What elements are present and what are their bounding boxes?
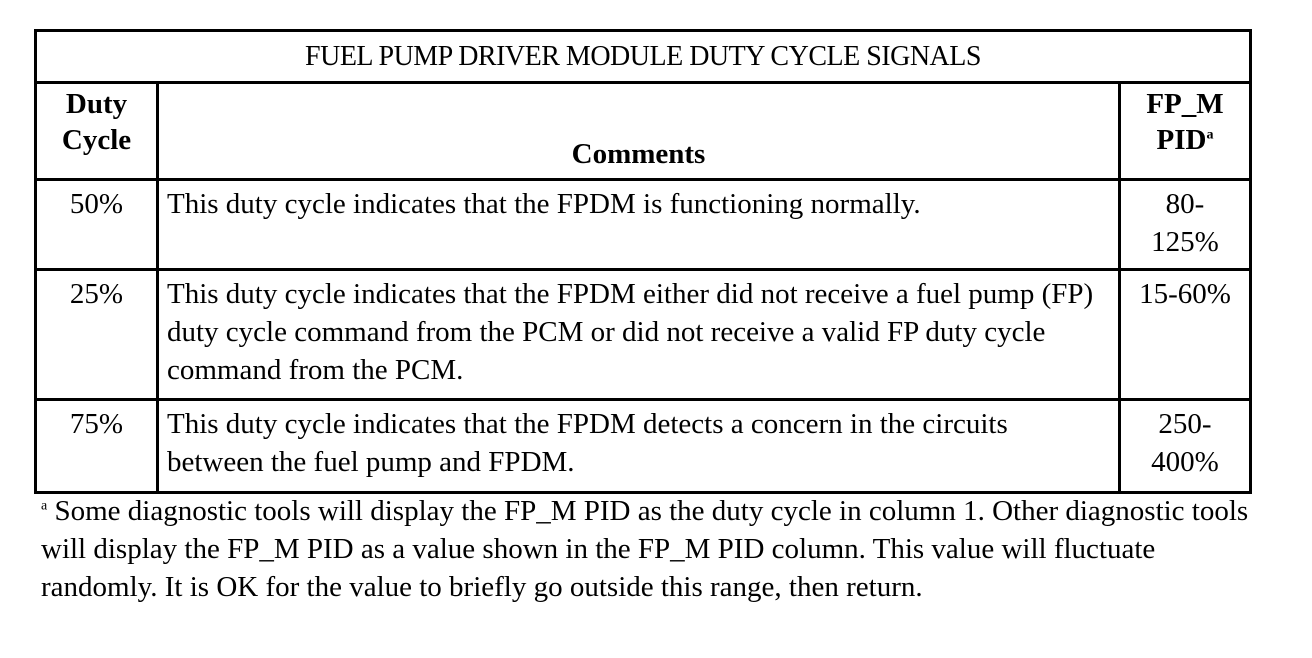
pid-cell: 15-60% (1118, 268, 1252, 401)
footnote-text: Some diagnostic tools will display the F… (41, 495, 1249, 603)
header-pid-line2: PID (1156, 124, 1207, 156)
header-duty-cycle: Duty Cycle (34, 81, 159, 181)
duty-cell: 25% (34, 268, 159, 401)
table-row: 75% This duty cycle indicates that the F… (34, 398, 1252, 494)
header-comments: Comments (156, 81, 1121, 181)
header-duty-line2: Cycle (61, 124, 132, 156)
header-pid-line1: FP_M (1146, 88, 1224, 120)
duty-cell: 75% (34, 398, 159, 494)
pid-cell: 80-125% (1118, 178, 1252, 271)
header-pid: FP_M PIDa (1118, 81, 1252, 181)
footnote-mark: a (1206, 127, 1214, 143)
duty-cycle-table: FUEL PUMP DRIVER MODULE DUTY CYCLE SIGNA… (34, 29, 1252, 494)
comment-cell: This duty cycle indicates that the FPDM … (156, 398, 1121, 494)
footnote-mark: a (41, 498, 48, 514)
duty-cell: 50% (34, 178, 159, 271)
header-duty-line1: Duty (65, 88, 128, 120)
pid-cell: 250-400% (1118, 398, 1252, 494)
table-row: 25% This duty cycle indicates that the F… (34, 268, 1252, 401)
comment-cell: This duty cycle indicates that the FPDM … (156, 268, 1121, 401)
footnote: a Some diagnostic tools will display the… (41, 492, 1271, 606)
title-row: FUEL PUMP DRIVER MODULE DUTY CYCLE SIGNA… (34, 29, 1252, 84)
header-row: Duty Cycle Comments FP_M PIDa (34, 81, 1252, 181)
table-title: FUEL PUMP DRIVER MODULE DUTY CYCLE SIGNA… (34, 29, 1252, 84)
comment-cell: This duty cycle indicates that the FPDM … (156, 178, 1121, 271)
table-row: 50% This duty cycle indicates that the F… (34, 178, 1252, 271)
